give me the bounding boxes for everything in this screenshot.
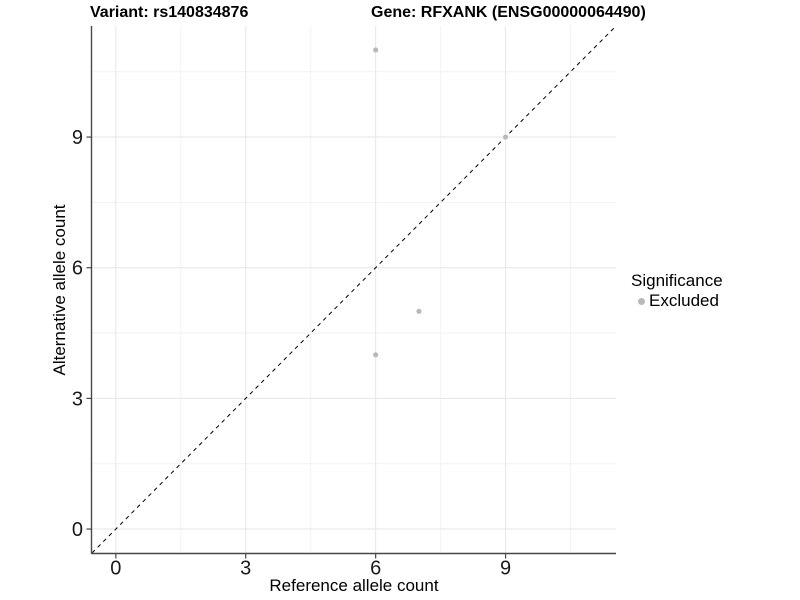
identity-line <box>91 25 617 554</box>
legend-title: Significance <box>631 271 723 290</box>
data-point <box>373 352 379 358</box>
x-tick-label: 3 <box>240 558 251 580</box>
legend-key <box>631 292 649 310</box>
y-tick-label: 3 <box>72 388 83 410</box>
data-point <box>502 134 509 140</box>
variant-title: Variant: rs140834876 <box>90 4 249 21</box>
y-tick-label: 0 <box>72 519 83 541</box>
y-tick-label: 9 <box>72 127 83 149</box>
legend-item-excluded: Excluded <box>631 292 723 310</box>
x-axis-title: Reference allele count <box>269 576 439 595</box>
x-tick-label: 9 <box>500 558 511 580</box>
x-tick-label: 0 <box>110 558 121 580</box>
excluded-point-icon <box>638 297 645 305</box>
x-tick-label: 6 <box>370 558 381 580</box>
legend: Significance Excluded <box>631 272 723 310</box>
data-point <box>373 47 379 53</box>
legend-item-label: Excluded <box>649 291 719 310</box>
y-tick-label: 6 <box>72 258 83 280</box>
y-axis-title: Alternative allele count <box>50 204 69 376</box>
gene-title: Gene: RFXANK (ENSG00000064490) <box>371 4 646 21</box>
data-point <box>416 308 422 314</box>
